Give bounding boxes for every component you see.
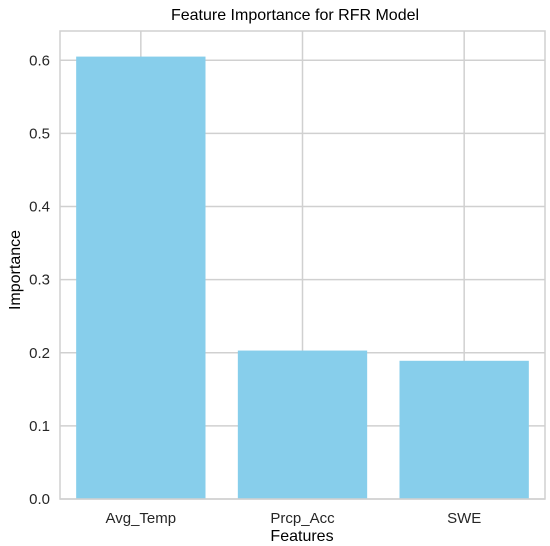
y-axis-title: Importance — [7, 230, 24, 310]
chart-title: Feature Importance for RFR Model — [171, 7, 419, 24]
y-tick-label: 0.6 — [29, 52, 50, 69]
bar-prcp-acc — [237, 350, 368, 499]
x-axis-title: Features — [270, 528, 333, 545]
x-tick-labels: Avg_Temp Prcp_Acc SWE — [106, 510, 482, 527]
y-tick-label: 0.3 — [29, 272, 50, 289]
y-tick-labels: 0.0 0.1 0.2 0.3 0.4 0.5 0.6 — [29, 52, 50, 508]
y-tick-label: 0.4 — [29, 199, 50, 216]
x-tick-label: SWE — [447, 510, 481, 527]
x-tick-label: Prcp_Acc — [270, 510, 335, 527]
y-tick-label: 0.5 — [29, 125, 50, 142]
plot-frame — [59, 30, 546, 500]
y-tick-label: 0.0 — [29, 491, 50, 508]
y-tick-label: 0.2 — [29, 345, 50, 362]
x-tick-label: Avg_Temp — [106, 510, 177, 527]
bar-swe — [399, 360, 529, 499]
bars — [76, 56, 529, 499]
bar-avg-temp — [76, 56, 206, 499]
y-tick-label: 0.1 — [29, 418, 50, 435]
